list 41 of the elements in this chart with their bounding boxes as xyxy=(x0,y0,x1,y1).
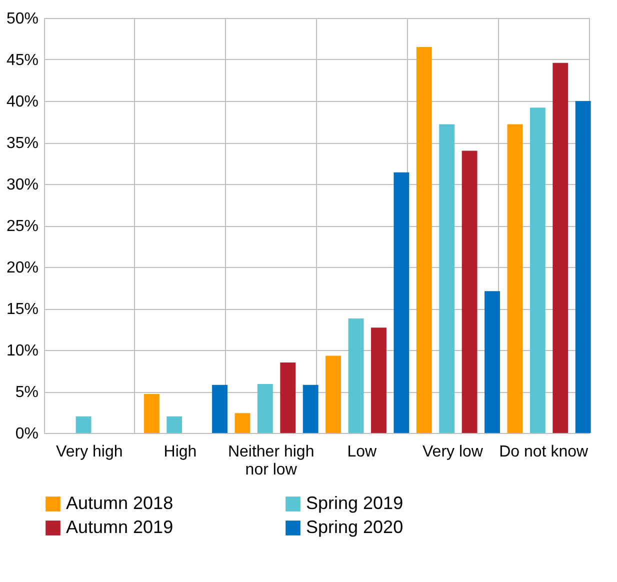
x-tick-label: Very low xyxy=(422,444,484,460)
y-tick-label: 30% xyxy=(6,176,38,194)
bar xyxy=(394,172,410,433)
bar xyxy=(416,47,432,433)
legend-label: Autumn 2018 xyxy=(66,493,174,513)
x-tick-label: High xyxy=(164,444,197,460)
y-tick-label: 35% xyxy=(6,135,38,152)
y-tick-label: 15% xyxy=(6,301,38,318)
bar xyxy=(348,318,364,433)
bar xyxy=(530,108,546,433)
y-tick-label: 0% xyxy=(15,426,38,442)
bar xyxy=(439,124,455,433)
y-tick-label: 40% xyxy=(6,94,38,110)
legend-label: Autumn 2019 xyxy=(66,517,174,537)
bar xyxy=(462,150,478,433)
bar xyxy=(257,384,273,433)
x-tick-label: Very high xyxy=(56,444,123,460)
y-tick-label: 5% xyxy=(15,384,38,401)
bar xyxy=(371,328,386,433)
y-tick-label: 45% xyxy=(6,52,38,69)
bar xyxy=(302,384,318,433)
bar xyxy=(234,413,250,433)
legend-label: Spring 2019 xyxy=(306,493,404,513)
bar xyxy=(76,416,92,433)
bar xyxy=(166,416,182,433)
bar xyxy=(575,101,591,433)
x-tick-label: Neither high nor low xyxy=(228,444,314,478)
x-tick-label: Do not know xyxy=(499,444,588,460)
bar xyxy=(484,291,500,433)
bar xyxy=(144,394,160,433)
bar xyxy=(280,362,296,433)
y-tick-label: 20% xyxy=(6,260,38,276)
bar xyxy=(507,124,523,433)
y-tick-label: 10% xyxy=(6,342,38,360)
bar xyxy=(326,356,342,433)
y-tick-label: 25% xyxy=(6,218,38,235)
bar xyxy=(552,62,568,433)
y-tick-label: 50% xyxy=(6,10,38,28)
bar xyxy=(212,384,228,433)
x-tick-label: Low xyxy=(347,444,378,460)
legend-label: Spring 2020 xyxy=(306,517,404,537)
